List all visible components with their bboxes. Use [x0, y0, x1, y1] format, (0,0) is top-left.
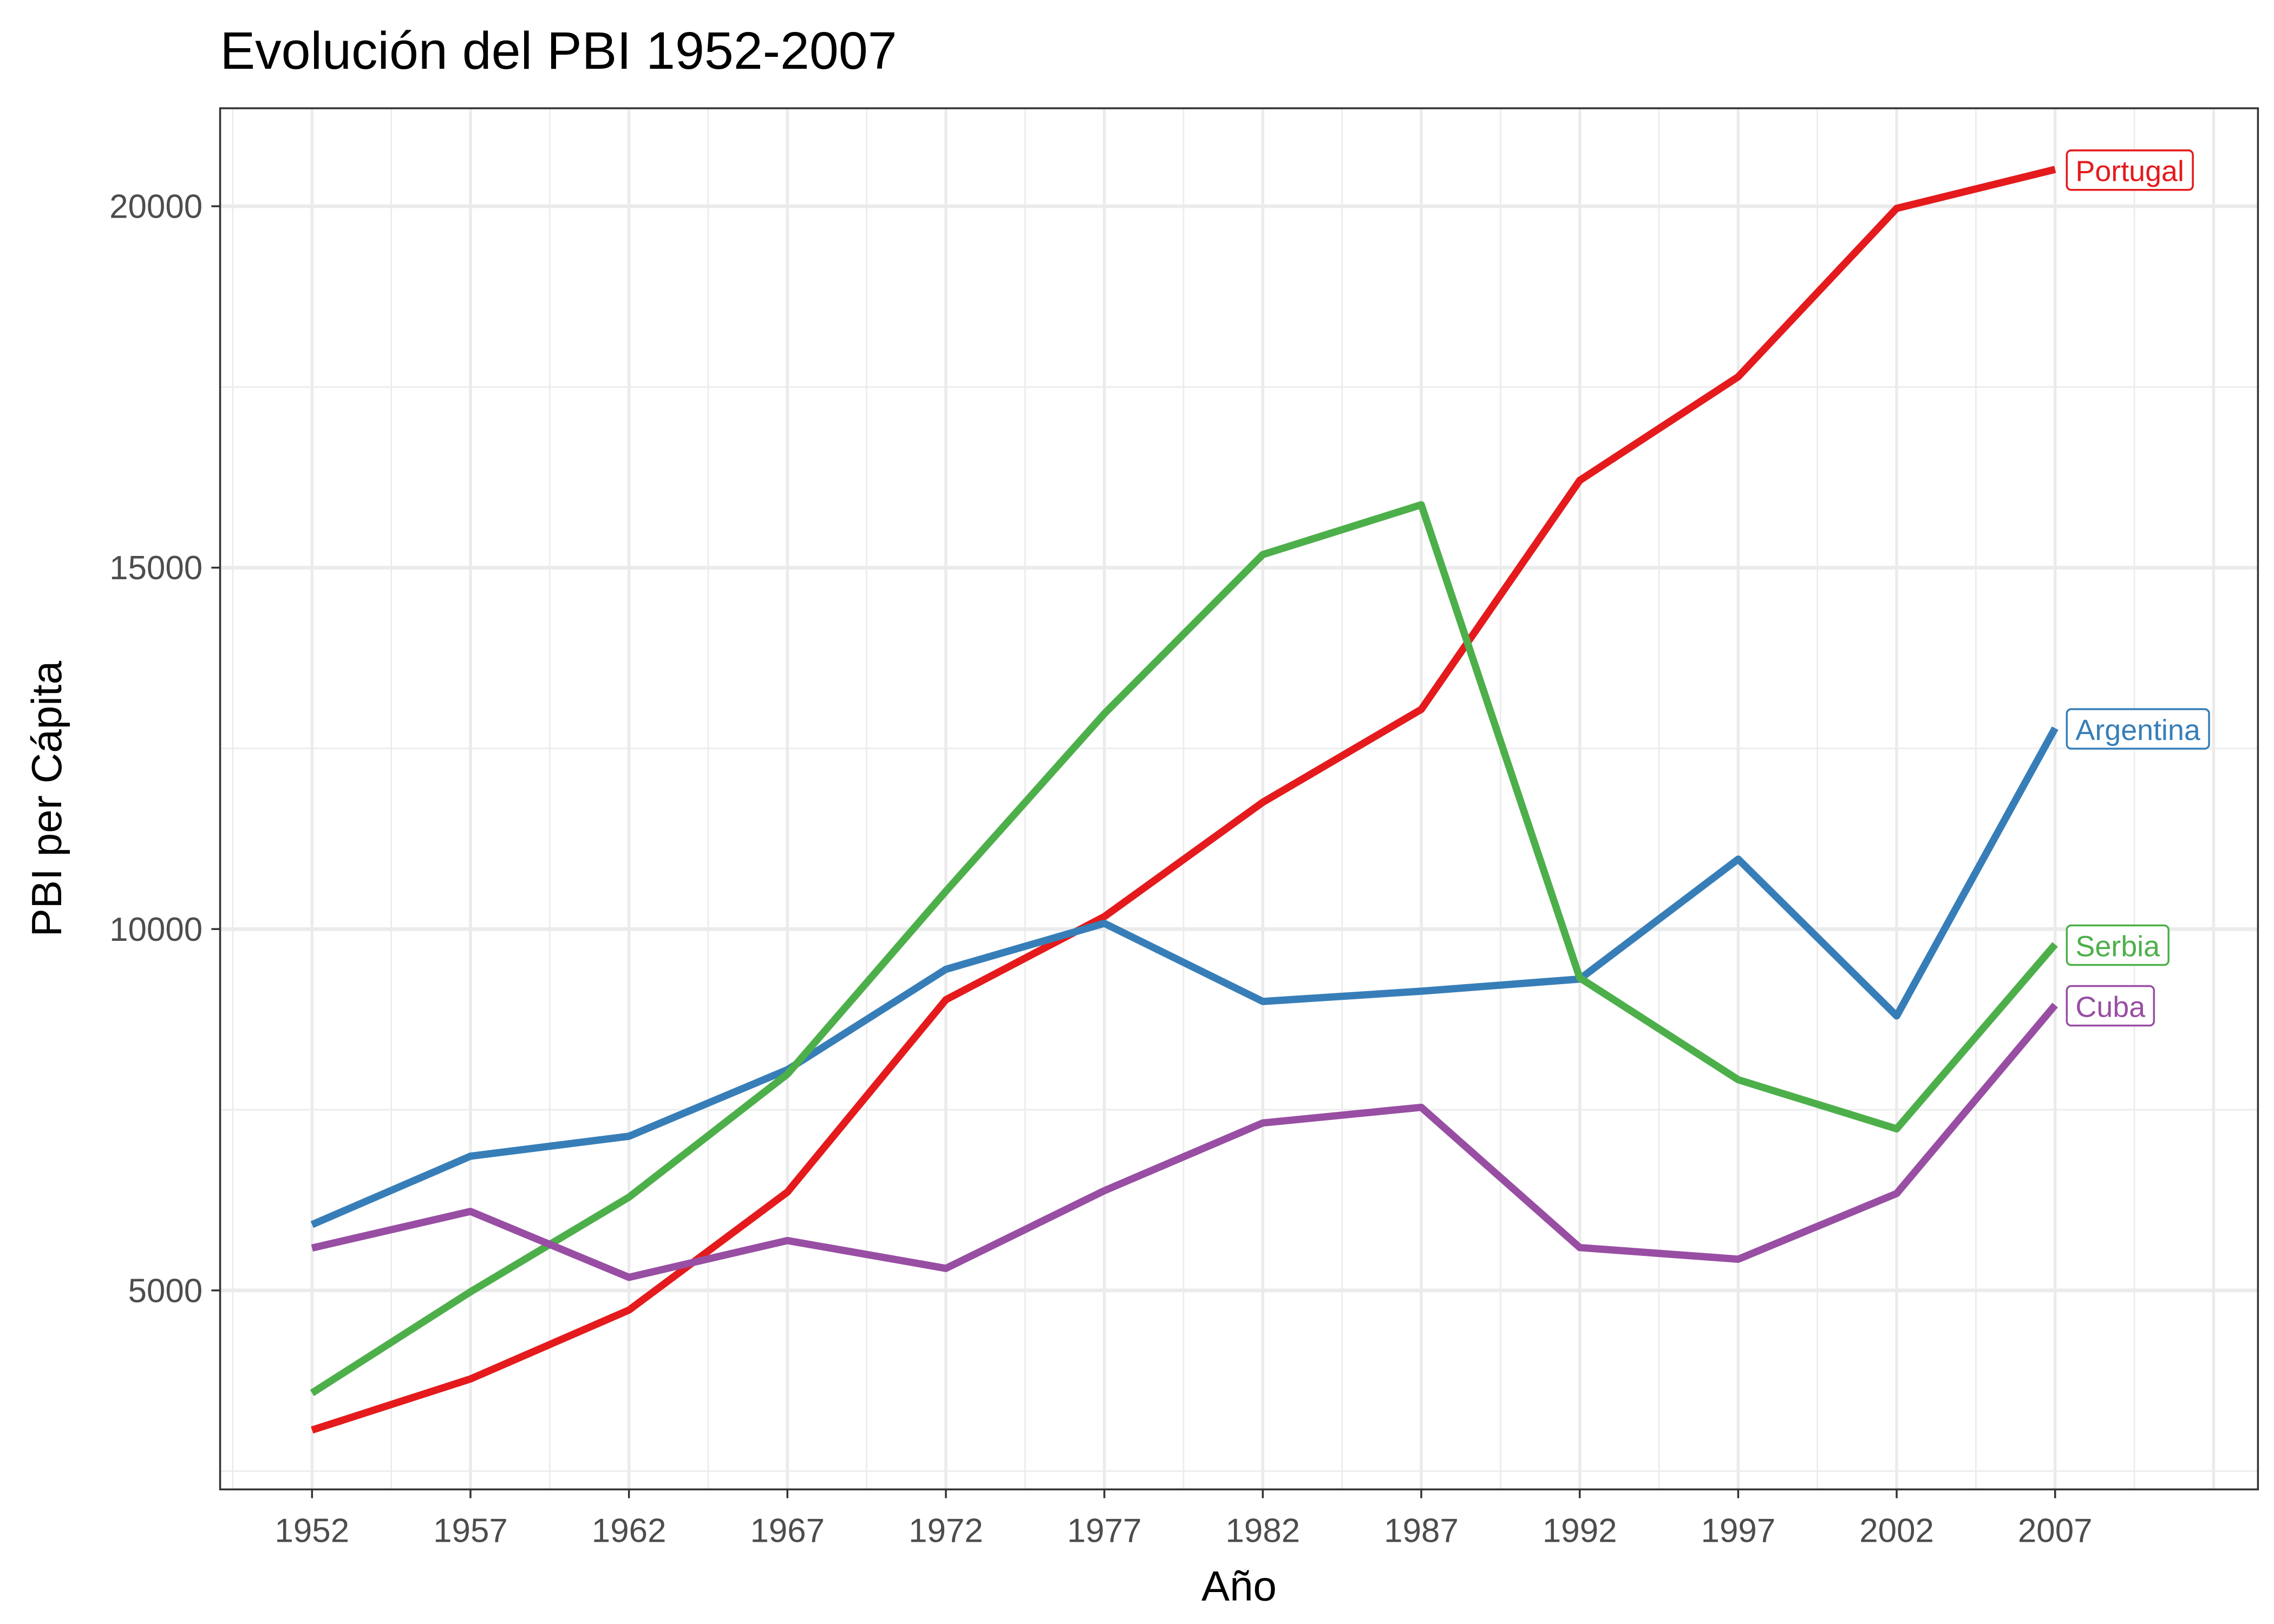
series-label-text: Serbia — [2075, 930, 2160, 962]
y-axis: 5000 10000 15000 20000 — [109, 188, 220, 1309]
series-label-portugal: Portugal — [2066, 149, 2194, 191]
series-line-cuba — [311, 1003, 2058, 1281]
y-axis-label: PBI per Cápita — [23, 660, 70, 937]
series-label-text: Argentina — [2075, 714, 2200, 746]
x-tick-label: 1967 — [750, 1512, 825, 1550]
x-tick-label: 1997 — [1701, 1512, 1776, 1550]
series-label-text: Portugal — [2075, 155, 2184, 187]
x-tick-label: 1962 — [592, 1512, 666, 1550]
y-tick-label: 20000 — [109, 188, 202, 226]
chart-title: Evolución del PBI 1952-2007 — [220, 21, 897, 80]
series-label-argentina: Argentina — [2066, 708, 2210, 750]
x-tick-label: 1977 — [1067, 1512, 1142, 1550]
series-label-box — [2066, 924, 2170, 966]
series-label-box — [2066, 149, 2194, 191]
series-line-argentina — [310, 726, 2059, 1228]
y-tick-label: 15000 — [109, 549, 202, 587]
plot-panel-border — [219, 107, 2259, 1491]
y-tick-label: 5000 — [128, 1272, 202, 1309]
x-tick-label: 1987 — [1384, 1512, 1459, 1550]
x-tick-label: 2002 — [1859, 1512, 1934, 1550]
y-tick-label: 10000 — [109, 911, 202, 948]
series-line-serbia — [310, 501, 2058, 1396]
series-label-box — [2066, 708, 2210, 750]
series-lines — [310, 166, 2059, 1434]
series-label-cuba: Cuba — [2066, 985, 2155, 1027]
x-tick-label: 1952 — [275, 1512, 349, 1550]
series-label-text: Cuba — [2075, 991, 2145, 1023]
x-tick-label: 2007 — [2018, 1512, 2093, 1550]
x-tick-label: 1982 — [1225, 1512, 1300, 1550]
x-tick-label: 1972 — [909, 1512, 983, 1550]
x-tick-label: 1992 — [1543, 1512, 1617, 1550]
series-label-box — [2066, 985, 2155, 1027]
x-tick-label: 1957 — [433, 1512, 508, 1550]
series-labels: Portugal Argentina Serbia Cuba — [2066, 149, 2210, 1027]
grid — [220, 108, 2258, 1490]
series-label-serbia: Serbia — [2066, 924, 2170, 966]
x-axis-label: Año — [1201, 1562, 1277, 1610]
x-axis: 1952 1957 1962 1967 1972 1977 1982 1987 1992 1997… — [275, 1489, 2093, 1550]
series-line-portugal — [311, 166, 2056, 1434]
